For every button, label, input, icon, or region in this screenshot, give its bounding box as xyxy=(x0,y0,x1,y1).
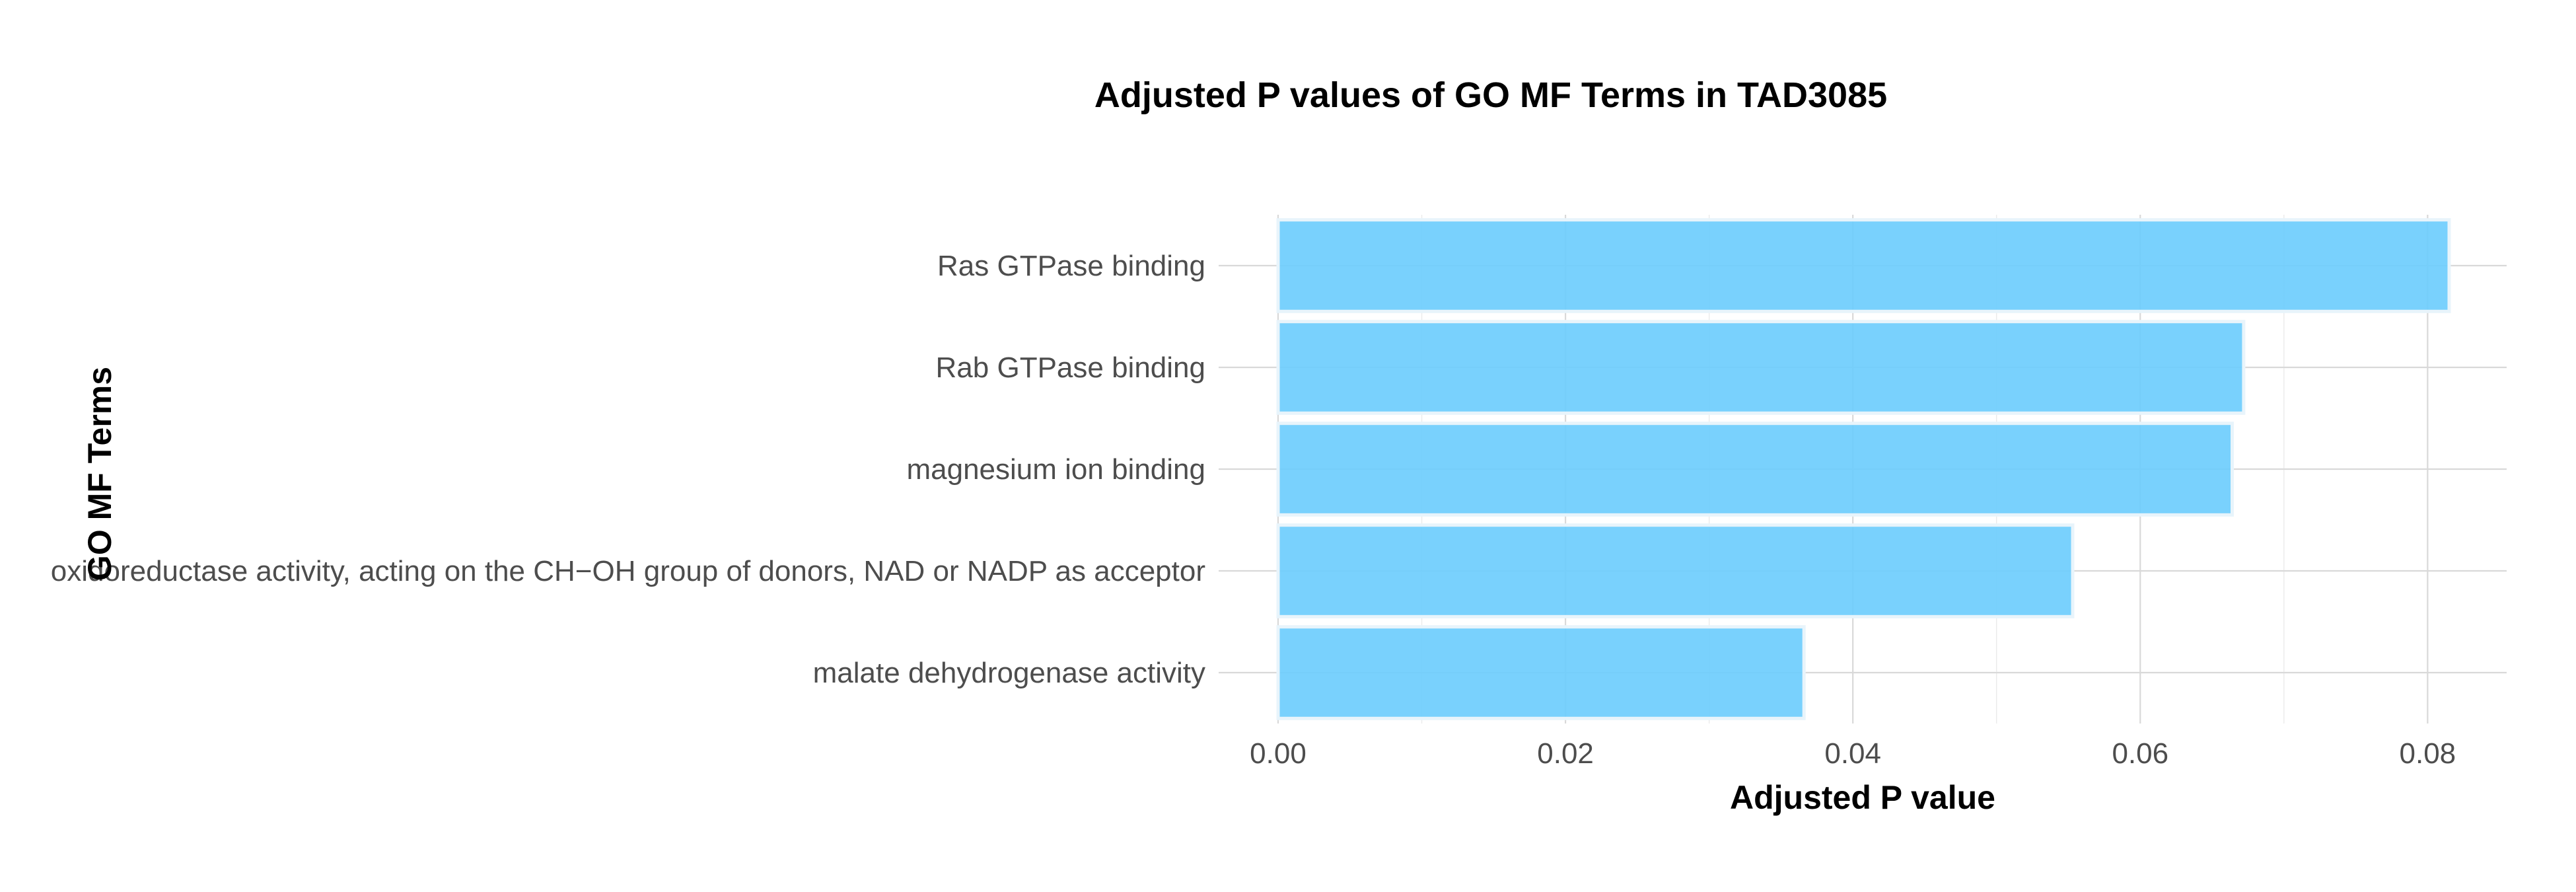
bar xyxy=(1276,422,2234,517)
x-tick-label: 0.04 xyxy=(1824,737,1881,770)
x-axis-title: Adjusted P value xyxy=(1730,779,1995,816)
x-tick-label: 0.08 xyxy=(2400,737,2456,770)
bars xyxy=(1276,218,2451,720)
category-label: Ras GTPase binding xyxy=(937,250,1205,282)
category-label: magnesium ion binding xyxy=(906,453,1205,486)
category-label: oxidoreductase activity, acting on the C… xyxy=(51,555,1205,587)
bar xyxy=(1276,523,2075,618)
x-tick-label: 0.02 xyxy=(1537,737,1594,770)
bar xyxy=(1276,320,2246,415)
chart-title: Adjusted P values of GO MF Terms in TAD3… xyxy=(1094,75,1887,115)
x-tick-label: 0.00 xyxy=(1250,737,1306,770)
category-label: Rab GTPase binding xyxy=(936,352,1205,384)
category-label: malate dehydrogenase activity xyxy=(813,657,1205,689)
x-tick-label: 0.06 xyxy=(2112,737,2168,770)
bar xyxy=(1276,218,2451,313)
bar xyxy=(1276,625,1806,720)
x-tick-labels: 0.00 0.02 0.04 0.06 0.08 xyxy=(1250,737,2456,770)
y-axis-title: GO MF Terms xyxy=(81,367,118,581)
category-labels: Ras GTPase binding Rab GTPase binding magn… xyxy=(51,250,1205,689)
